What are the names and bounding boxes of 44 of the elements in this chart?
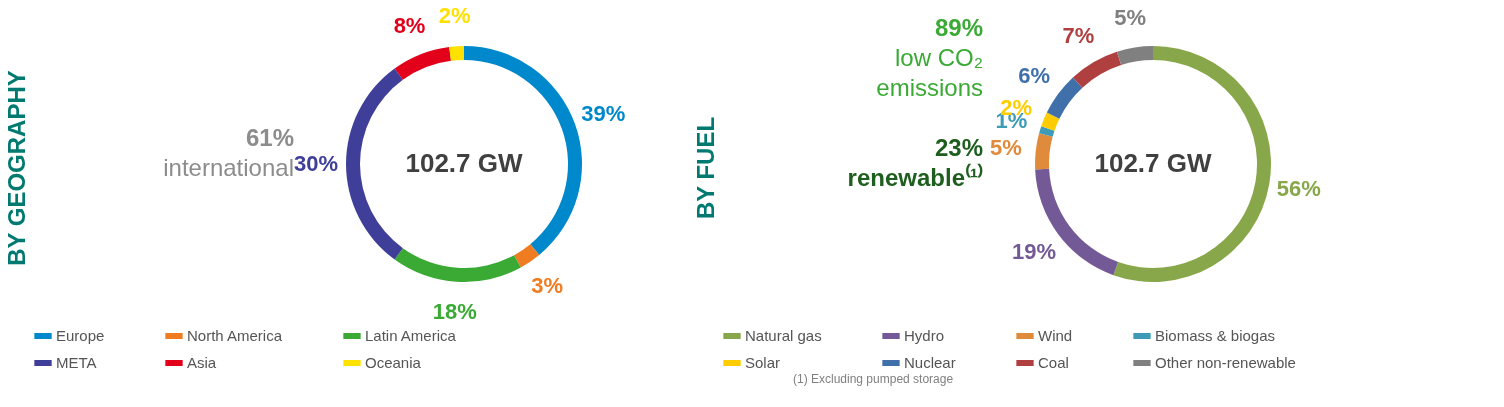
donut-slice [394,248,521,282]
data-label: 30% [293,151,339,176]
data-label: 5% [1114,4,1146,30]
data-label: 19% [1012,239,1057,265]
data-label: 2% [438,3,471,29]
legend-label: Hydro [904,327,945,344]
legend-label: Wind [1038,327,1073,344]
legend-label: Biomass & biogas [1155,327,1276,344]
donut-slice [1035,133,1053,170]
legend-label: Europe [56,327,105,344]
donut-slice [514,244,540,268]
donut-slice [1116,46,1153,65]
donut-slice [394,46,451,80]
legend-label: Asia [187,354,217,371]
legend-label: Natural gas [745,327,822,344]
text: 102.7 GW [405,148,523,178]
text: BY GEOGRAPHY [3,70,30,266]
donut-slice [1041,112,1060,131]
legend-label: Oceania [365,354,422,371]
legend-label: Nuclear [904,354,956,371]
donut-slice [346,68,403,260]
data-label: 39% [581,100,626,126]
donut-slice [449,46,464,61]
text: (1) Excluding pumped storage [793,372,954,386]
donut-slice [1072,51,1122,88]
data-label: 5% [989,134,1022,160]
text: 61% international [163,124,294,181]
legend-label: Other non-renewable [1155,354,1296,371]
donut-slice [1039,126,1055,137]
data-label: 18% [432,298,477,324]
text: 102.7 GW [1094,148,1212,178]
data-label: 6% [1018,62,1050,88]
data-label: 8% [393,13,426,39]
data-label: 56% [1276,176,1321,202]
data-label: 3% [531,273,564,299]
legend-label: North America [187,327,283,344]
legend-label: META [56,354,97,371]
data-label: 7% [1062,23,1095,49]
legend-label: Solar [745,354,781,371]
text: 89% low CO₂ emissions [876,14,983,101]
legend-label: Coal [1038,354,1069,371]
legend-label: Latin America [365,327,457,344]
text: BY FUEL [692,116,719,220]
text: 23% renewable⁽¹⁾ [847,134,983,191]
